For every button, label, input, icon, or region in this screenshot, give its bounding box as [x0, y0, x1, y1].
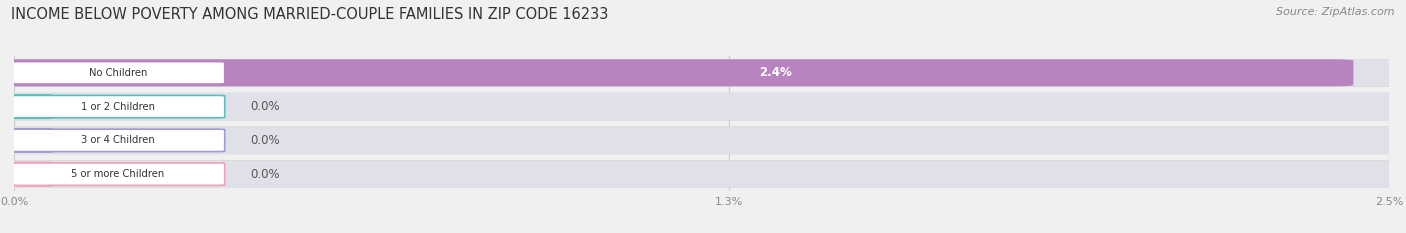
FancyBboxPatch shape: [10, 163, 225, 185]
Text: 0.0%: 0.0%: [250, 134, 280, 147]
FancyBboxPatch shape: [0, 127, 1406, 154]
Text: INCOME BELOW POVERTY AMONG MARRIED-COUPLE FAMILIES IN ZIP CODE 16233: INCOME BELOW POVERTY AMONG MARRIED-COUPL…: [11, 7, 609, 22]
FancyBboxPatch shape: [10, 95, 225, 118]
Text: 1 or 2 Children: 1 or 2 Children: [82, 102, 155, 112]
Text: 3 or 4 Children: 3 or 4 Children: [82, 135, 155, 145]
Text: 2.4%: 2.4%: [759, 66, 792, 79]
Text: 0.0%: 0.0%: [250, 168, 280, 181]
FancyBboxPatch shape: [11, 128, 53, 153]
Text: No Children: No Children: [89, 68, 148, 78]
FancyBboxPatch shape: [10, 129, 225, 152]
FancyBboxPatch shape: [0, 161, 1406, 188]
FancyBboxPatch shape: [0, 59, 1406, 86]
FancyBboxPatch shape: [0, 59, 1354, 86]
Text: Source: ZipAtlas.com: Source: ZipAtlas.com: [1277, 7, 1395, 17]
FancyBboxPatch shape: [0, 93, 1406, 120]
Text: 0.0%: 0.0%: [250, 100, 280, 113]
Text: 5 or more Children: 5 or more Children: [72, 169, 165, 179]
FancyBboxPatch shape: [0, 59, 1406, 86]
FancyBboxPatch shape: [10, 62, 225, 84]
FancyBboxPatch shape: [0, 161, 1406, 188]
FancyBboxPatch shape: [0, 127, 1406, 154]
FancyBboxPatch shape: [0, 93, 1406, 120]
FancyBboxPatch shape: [11, 162, 53, 187]
FancyBboxPatch shape: [11, 94, 53, 119]
